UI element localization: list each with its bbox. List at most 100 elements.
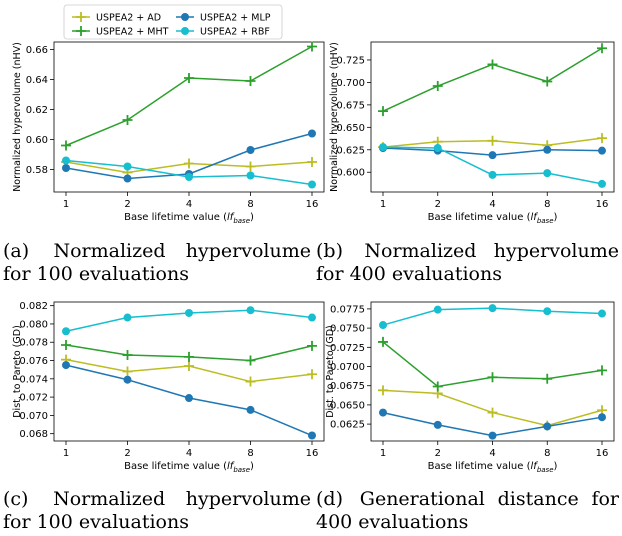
data-point	[598, 309, 606, 318]
x-tick-label: 1	[63, 448, 69, 459]
legend-marker	[76, 26, 86, 36]
y-tick-label: 0.62	[26, 105, 48, 116]
legend-marker	[181, 13, 189, 21]
data-point	[597, 133, 607, 144]
x-axis-label: Base lifetime value (lfbase)	[124, 212, 254, 225]
data-point	[308, 129, 316, 138]
legend-label: USPEA2 + RBF	[200, 27, 270, 38]
x-tick-label: 4	[489, 199, 495, 210]
chart-a: 1 2 4 8 16 0.58 0.60 0.62 0.64 0.66 Base lifetime …	[12, 41, 325, 225]
y-tick-label: 0.64	[26, 75, 48, 86]
data-point	[597, 43, 607, 54]
data-point	[185, 308, 193, 317]
data-point	[62, 156, 70, 165]
series-uspea2-mht	[378, 336, 607, 392]
series-uspea2-ad	[378, 385, 607, 431]
data-point	[488, 304, 497, 313]
x-tick-label: 8	[247, 199, 253, 210]
data-point	[488, 170, 497, 179]
data-point	[487, 407, 498, 418]
data-point	[184, 361, 194, 372]
data-point	[123, 313, 132, 322]
y-axis-label: Dist. to Pareto (GD)	[325, 325, 336, 418]
x-axis-label: Base lifetime value (lfbase)	[428, 212, 558, 225]
data-point	[184, 351, 194, 362]
data-point	[433, 143, 442, 152]
plot-frame	[53, 41, 325, 193]
series-uspea2-mht	[61, 339, 317, 366]
legend-box	[63, 4, 283, 40]
y-tick-label: 0.60	[26, 135, 48, 146]
data-point	[62, 327, 70, 336]
caption-a-tag: (a)	[3, 240, 30, 262]
y-tick-label: 0.0725	[330, 343, 365, 354]
legend-entry: USPEA2 + MHT	[72, 26, 169, 38]
legend-label: USPEA2 + MLP	[200, 13, 271, 24]
x-tick-label: 1	[380, 199, 386, 210]
data-point	[542, 373, 553, 384]
data-point	[246, 171, 255, 180]
y-tick-label: 0.068	[19, 429, 48, 440]
x-tick-label: 16	[306, 199, 319, 210]
legend-marker	[181, 27, 189, 35]
caption-c-tag: (c)	[3, 488, 29, 510]
x-tick-label: 2	[124, 448, 130, 459]
y-tick-label: 0.650	[336, 123, 365, 134]
x-axis-label: Base lifetime value (lfbase)	[428, 461, 558, 474]
y-tick-label: 0.070	[19, 411, 48, 422]
data-point	[122, 350, 133, 361]
x-tick-label: 4	[186, 199, 192, 210]
x-axis-label: Base lifetime value (lfbase)	[124, 461, 254, 474]
caption-d: (d) Generational distance for 400 evalua…	[316, 488, 619, 534]
x-tick-label: 8	[544, 199, 550, 210]
y-tick-label: 0.072	[19, 393, 48, 404]
data-point	[487, 372, 498, 383]
data-point	[185, 394, 193, 403]
x-tick-label: 2	[435, 448, 441, 459]
chart-b: 1 2 4 8 16 0.600 0.625 0.650 0.675 0.700 0.725 Base…	[329, 41, 615, 225]
series-uspea2-mlp	[62, 361, 316, 440]
data-point	[246, 146, 255, 154]
data-point	[122, 366, 133, 377]
y-tick-label: 0.0750	[330, 324, 365, 335]
data-point	[543, 169, 552, 178]
data-point	[543, 307, 552, 316]
y-tick-label: 0.076	[19, 356, 48, 367]
chart-d: 1 2 4 8 16 0.0625 0.0650 0.0675 0.0700 0.0725 0.07…	[325, 301, 615, 474]
legend: USPEA2 + AD USPEA2 + MHT USPEA2 + MLP USPEA…	[63, 4, 283, 40]
data-point	[307, 41, 317, 52]
data-point	[598, 179, 606, 188]
y-tick-label: 0.0650	[330, 400, 365, 411]
data-point	[307, 340, 317, 351]
data-point	[379, 408, 387, 417]
data-point	[598, 146, 606, 155]
caption-d-tag: (d)	[316, 488, 343, 510]
series-uspea2-mlp	[379, 143, 606, 160]
data-point	[245, 76, 256, 86]
data-point	[62, 164, 70, 172]
x-tick-label: 4	[489, 448, 495, 459]
series-uspea2-rbf	[379, 304, 606, 330]
data-point	[62, 361, 70, 370]
x-tick-label: 1	[380, 448, 386, 459]
plot-frame	[370, 301, 615, 442]
caption-b-tag: (b)	[316, 240, 343, 262]
caption-b-text: Normalized hypervolume for 400 evaluatio…	[316, 240, 620, 285]
series-uspea2-mlp	[379, 408, 606, 440]
y-tick-label: 0.0675	[330, 381, 365, 392]
x-tick-label: 8	[544, 448, 550, 459]
y-tick-label: 0.082	[19, 301, 48, 312]
legend-label: USPEA2 + MHT	[96, 27, 169, 38]
data-point	[308, 313, 316, 322]
data-point	[308, 180, 316, 189]
legend-entry: USPEA2 + MLP	[176, 13, 271, 24]
y-tick-label: 0.074	[19, 374, 48, 385]
x-tick-label: 1	[63, 199, 69, 210]
caption-a: (a) Normalized hypervolume for 100 evalu…	[3, 240, 311, 286]
data-point	[487, 59, 498, 70]
data-point	[379, 321, 387, 330]
data-point	[488, 431, 497, 440]
data-point	[246, 405, 255, 414]
legend-entry: USPEA2 + RBF	[176, 27, 270, 38]
data-point	[432, 81, 443, 92]
